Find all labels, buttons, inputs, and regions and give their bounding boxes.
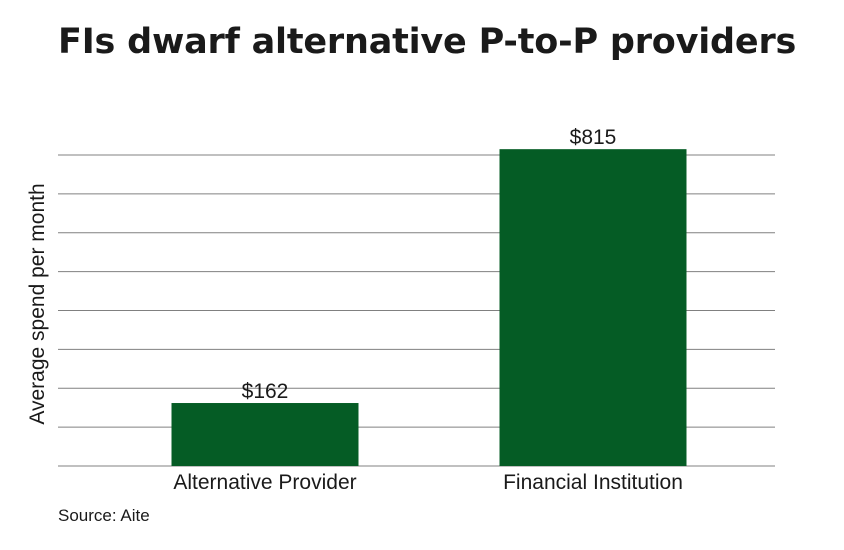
value-labels: $162 $815 [242, 126, 617, 403]
x-tick-label: Alternative Provider [173, 471, 356, 494]
bar-financial-institution [499, 149, 687, 466]
chart-title: FIs dwarf alternative P-to-P providers [58, 22, 797, 62]
x-tick-labels: Alternative Provider Financial Institutio… [173, 471, 683, 494]
y-axis-label: Average spend per month [26, 183, 49, 424]
bar-value-label: $815 [570, 126, 617, 149]
bar-value-label: $162 [242, 380, 289, 403]
source-note: Source: Aite [58, 506, 150, 525]
bar-alternative-provider [171, 403, 359, 466]
bar-chart: $162 $815 Alternative Provider Financial I… [26, 126, 775, 494]
bars [171, 149, 687, 466]
x-tick-label: Financial Institution [503, 471, 683, 494]
